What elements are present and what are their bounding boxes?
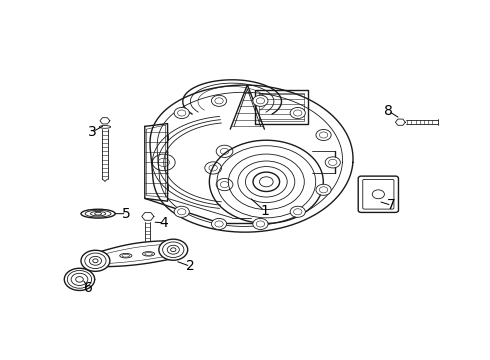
Circle shape [211, 219, 226, 230]
Text: 4: 4 [159, 216, 168, 230]
Circle shape [290, 108, 305, 118]
Circle shape [253, 172, 280, 192]
Circle shape [93, 259, 98, 263]
Circle shape [159, 239, 188, 260]
Circle shape [174, 206, 189, 217]
Text: 1: 1 [260, 204, 269, 218]
Circle shape [316, 184, 331, 195]
Circle shape [171, 248, 176, 252]
Polygon shape [395, 119, 405, 125]
Text: 5: 5 [122, 207, 131, 221]
Circle shape [75, 276, 83, 282]
Circle shape [316, 130, 331, 140]
Circle shape [211, 95, 226, 106]
Circle shape [253, 219, 268, 230]
Circle shape [290, 206, 305, 217]
Text: 3: 3 [88, 125, 97, 139]
FancyBboxPatch shape [363, 179, 394, 209]
Circle shape [325, 157, 341, 168]
Circle shape [174, 108, 189, 118]
Circle shape [64, 268, 95, 291]
Text: 6: 6 [84, 281, 93, 295]
Polygon shape [100, 118, 110, 124]
Ellipse shape [81, 209, 115, 218]
Polygon shape [142, 213, 154, 220]
Circle shape [260, 177, 273, 187]
Circle shape [81, 250, 110, 271]
Text: 8: 8 [384, 104, 393, 118]
Text: 7: 7 [387, 198, 396, 212]
Text: 2: 2 [186, 259, 195, 273]
FancyBboxPatch shape [358, 176, 398, 212]
Circle shape [253, 95, 268, 106]
Ellipse shape [95, 212, 101, 215]
